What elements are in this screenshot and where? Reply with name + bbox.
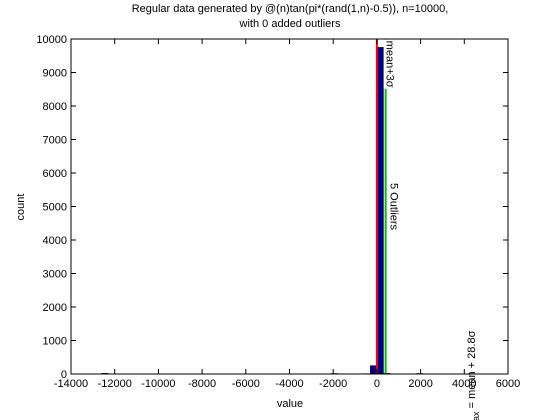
x-tick-label: -12000: [98, 378, 132, 390]
annotation-background: [383, 39, 396, 89]
x-tick-label: 2000: [408, 378, 432, 390]
annotation: mean+3σ: [384, 41, 396, 88]
x-axis-label: value: [277, 398, 303, 410]
y-tick-label: 1000: [43, 336, 67, 348]
x-tick-label: -8000: [188, 378, 216, 390]
annotation-part: = mean + 28.8σ: [466, 330, 478, 411]
annotation: 5 Outliers: [388, 183, 400, 231]
plot-frame: [70, 38, 509, 375]
annotation: xmax = mean + 28.8σ: [466, 330, 481, 420]
y-tick-label: 2000: [43, 302, 67, 314]
y-tick-label: 3000: [43, 269, 67, 281]
chart-title: Regular data generated by @(n)tan(pi*(ra…: [132, 3, 449, 15]
annotation-part: max: [471, 411, 481, 420]
x-tick-label: 6000: [496, 378, 520, 390]
y-tick-label: 5000: [43, 202, 67, 214]
y-tick-label: 6000: [43, 168, 67, 180]
y-tick-label: 0: [61, 369, 67, 381]
x-tick-label: -10000: [141, 378, 175, 390]
chart-title: with 0 added outliers: [239, 18, 341, 30]
x-tick-label: -2000: [319, 378, 347, 390]
y-tick-label: 4000: [43, 235, 67, 247]
y-axis-label: count: [15, 194, 27, 221]
y-tick-label: 10000: [36, 34, 67, 46]
x-tick-label: 4000: [452, 378, 476, 390]
y-tick-label: 8000: [43, 101, 67, 113]
x-tick-label: 0: [374, 378, 380, 390]
y-tick-label: 9000: [43, 68, 67, 80]
x-tick-label: -4000: [275, 378, 303, 390]
x-tick-label: -14000: [54, 378, 88, 390]
x-tick-label: -6000: [232, 378, 260, 390]
y-tick-label: 7000: [43, 135, 67, 147]
annotation-background: [387, 181, 400, 232]
